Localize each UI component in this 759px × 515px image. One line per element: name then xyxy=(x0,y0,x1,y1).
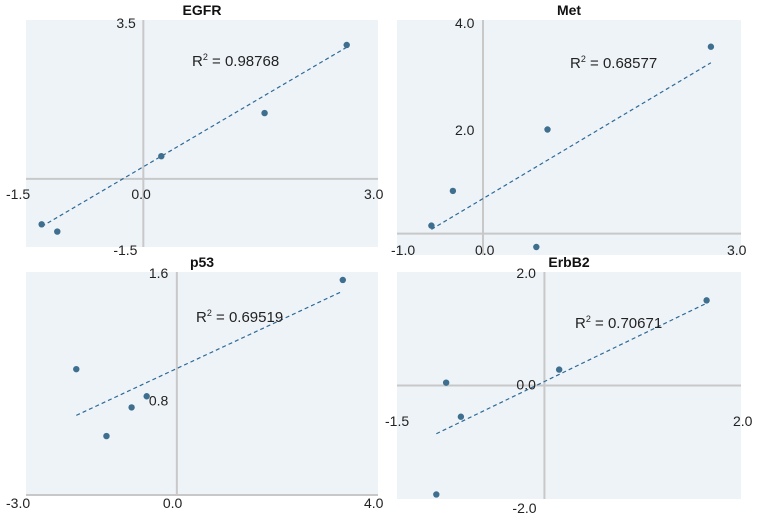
data-point-1 xyxy=(442,379,450,386)
data-point-0 xyxy=(433,491,440,498)
data-point-3 xyxy=(261,109,268,117)
data-point-4 xyxy=(339,276,346,284)
r-squared-label: R2 = 0.98768 xyxy=(192,52,279,70)
trendline xyxy=(436,302,707,435)
x-tick-label: -1.5 xyxy=(6,186,30,202)
x-tick-label: -1.0 xyxy=(391,242,415,258)
x-tick-label: 0.0 xyxy=(163,495,183,511)
data-point-3 xyxy=(143,393,150,400)
y-tick-label: 2.0 xyxy=(455,122,475,138)
chart-title: Met xyxy=(557,2,581,18)
trendline xyxy=(76,290,344,416)
x-tick-label: -1.5 xyxy=(385,413,409,429)
chart-title: ErbB2 xyxy=(548,254,589,270)
x-tick-label: 0.0 xyxy=(131,186,151,202)
data-point-0 xyxy=(38,221,45,228)
x-tick-label: 4.0 xyxy=(364,495,384,511)
chart-title: EGFR xyxy=(183,2,222,18)
data-point-2 xyxy=(128,404,135,411)
y-tick-label: 0.8 xyxy=(149,392,169,408)
data-point-3 xyxy=(555,366,563,373)
data-point-1 xyxy=(449,187,457,195)
r-squared-label: R2 = 0.70671 xyxy=(575,314,662,332)
data-point-0 xyxy=(73,365,80,373)
r-squared-label: R2 = 0.69519 xyxy=(196,308,283,326)
data-point-0 xyxy=(428,222,435,229)
x-tick-label: 3.0 xyxy=(727,242,747,258)
x-tick-label: 2.0 xyxy=(733,413,753,429)
x-tick-label: 0.0 xyxy=(475,242,495,258)
y-tick-label: 0.0 xyxy=(516,377,536,393)
data-point-1 xyxy=(103,432,110,440)
y-tick-label: -2.0 xyxy=(512,500,536,515)
y-tick-label: 3.5 xyxy=(116,15,136,31)
chart-title: p53 xyxy=(190,254,214,270)
y-tick-label: 2.0 xyxy=(516,265,536,281)
plot-area xyxy=(397,20,741,255)
data-point-4 xyxy=(703,297,710,304)
data-point-2 xyxy=(158,153,165,160)
x-tick-label: -3.0 xyxy=(6,495,30,511)
y-tick-label: 4.0 xyxy=(455,15,475,31)
data-point-4 xyxy=(707,43,715,50)
chart-panel-egfr: EGFR -1.5 0.0 3.0 3.5 -1.5 R2 = 0.98768 xyxy=(6,2,384,258)
data-point-3 xyxy=(544,126,551,133)
chart-panel-p53: p53 -3.0 0.0 4.0 1.6 0.8 R2 = 0.69519 xyxy=(6,254,384,511)
x-tick-label: 3.0 xyxy=(364,186,384,202)
chart-panel-met: Met -1.0 0.0 3.0 4.0 2.0 R2 = 0.68577 xyxy=(391,2,747,258)
trendline xyxy=(431,62,712,230)
y-tick-label: -1.5 xyxy=(113,242,137,258)
plot-area xyxy=(26,272,378,495)
r-squared-label: R2 = 0.68577 xyxy=(570,54,657,72)
chart-panel-erbb2: ErbB2 -1.5 2.0 2.0 0.0 -2.0 R2 = 0.70671 xyxy=(385,254,753,515)
data-point-4 xyxy=(343,41,350,49)
trendline xyxy=(41,46,348,228)
plot-area xyxy=(26,20,378,247)
data-point-1 xyxy=(54,228,61,235)
data-point-2 xyxy=(457,413,465,420)
data-point-2 xyxy=(533,243,540,251)
y-tick-label: 1.6 xyxy=(149,265,169,281)
